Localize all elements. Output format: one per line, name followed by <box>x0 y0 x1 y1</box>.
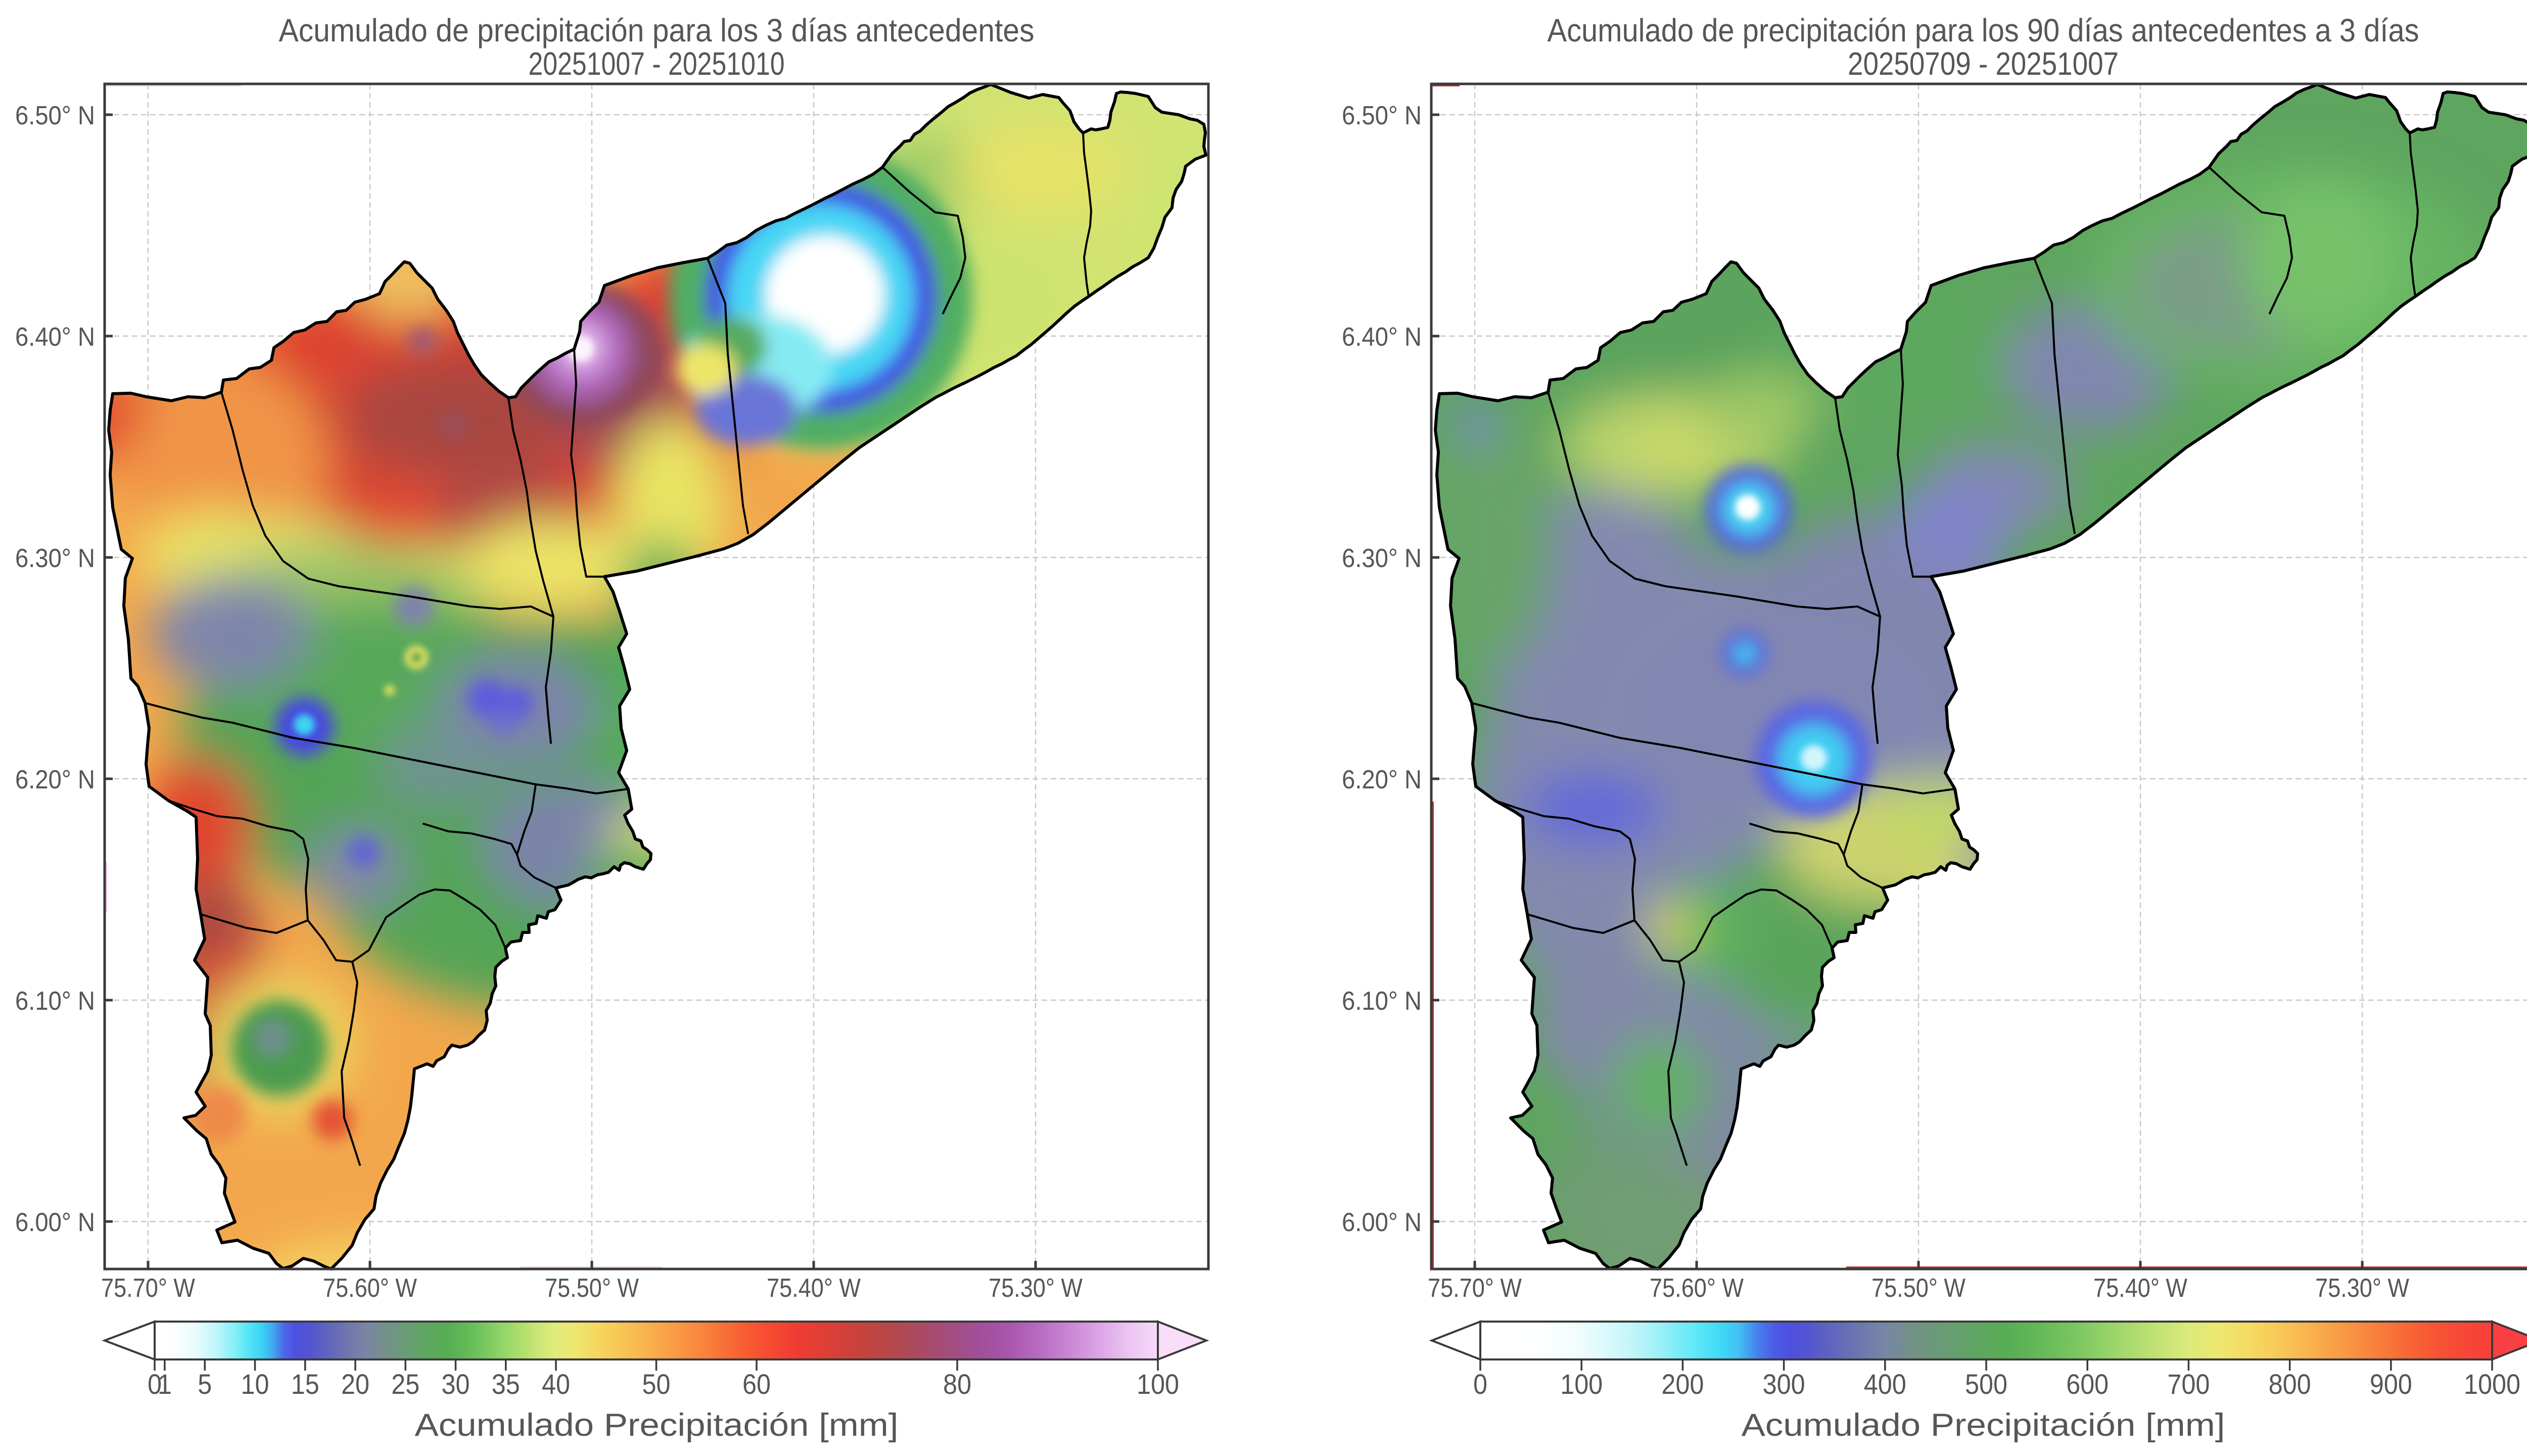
svg-text:6.50° N: 6.50° N <box>15 101 95 130</box>
svg-text:75.30° W: 75.30° W <box>989 1274 1083 1303</box>
svg-text:6.50° N: 6.50° N <box>1342 101 1422 130</box>
svg-text:6.30° N: 6.30° N <box>1342 544 1422 573</box>
svg-text:900: 900 <box>2370 1368 2412 1400</box>
svg-text:100: 100 <box>1560 1368 1603 1400</box>
svg-text:1000: 1000 <box>2464 1368 2520 1400</box>
svg-text:75.60° W: 75.60° W <box>323 1274 417 1303</box>
svg-text:800: 800 <box>2269 1368 2311 1400</box>
svg-text:Acumulado de precipitación par: Acumulado de precipitación para los 90 d… <box>1548 12 2419 49</box>
svg-text:6.00° N: 6.00° N <box>1342 1208 1422 1237</box>
svg-text:Acumulado Precipitación [mm]: Acumulado Precipitación [mm] <box>1742 1407 2225 1443</box>
svg-text:600: 600 <box>2066 1368 2109 1400</box>
svg-text:75.30° W: 75.30° W <box>2315 1274 2409 1303</box>
svg-text:15: 15 <box>291 1368 319 1400</box>
svg-text:40: 40 <box>542 1368 570 1400</box>
svg-text:6.10° N: 6.10° N <box>1342 987 1422 1016</box>
svg-text:20: 20 <box>341 1368 369 1400</box>
svg-text:75.50° W: 75.50° W <box>1871 1274 1966 1303</box>
svg-text:75.70° W: 75.70° W <box>101 1274 195 1303</box>
svg-text:Acumulado de precipitación par: Acumulado de precipitación para los 3 dí… <box>279 12 1035 49</box>
svg-text:20250709 - 20251007: 20250709 - 20251007 <box>1848 45 2119 82</box>
svg-text:75.40° W: 75.40° W <box>2093 1274 2187 1303</box>
svg-text:Acumulado Precipitación [mm]: Acumulado Precipitación [mm] <box>415 1407 899 1443</box>
svg-text:400: 400 <box>1864 1368 1906 1400</box>
svg-text:6.10° N: 6.10° N <box>15 987 95 1016</box>
svg-text:0: 0 <box>1473 1368 1487 1400</box>
svg-text:6.20° N: 6.20° N <box>15 765 95 794</box>
svg-text:6.30° N: 6.30° N <box>15 544 95 573</box>
svg-text:75.40° W: 75.40° W <box>767 1274 861 1303</box>
svg-text:75.60° W: 75.60° W <box>1650 1274 1744 1303</box>
svg-text:20251007 - 20251010: 20251007 - 20251010 <box>529 45 785 82</box>
svg-text:80: 80 <box>943 1368 971 1400</box>
svg-text:6.00° N: 6.00° N <box>15 1208 95 1237</box>
svg-text:50: 50 <box>642 1368 671 1400</box>
svg-text:5: 5 <box>198 1368 212 1400</box>
svg-text:75.50° W: 75.50° W <box>545 1274 639 1303</box>
svg-text:6.40° N: 6.40° N <box>15 322 95 352</box>
svg-text:100: 100 <box>1137 1368 1179 1400</box>
svg-text:300: 300 <box>1763 1368 1805 1400</box>
svg-text:25: 25 <box>391 1368 419 1400</box>
svg-text:200: 200 <box>1661 1368 1704 1400</box>
svg-text:6.40° N: 6.40° N <box>1342 322 1422 352</box>
svg-text:6.20° N: 6.20° N <box>1342 765 1422 794</box>
svg-text:30: 30 <box>442 1368 470 1400</box>
svg-text:500: 500 <box>1965 1368 2007 1400</box>
svg-text:1: 1 <box>158 1368 172 1400</box>
svg-text:10: 10 <box>241 1368 269 1400</box>
svg-text:35: 35 <box>492 1368 520 1400</box>
svg-text:60: 60 <box>742 1368 771 1400</box>
svg-text:0: 0 <box>148 1368 162 1400</box>
svg-text:700: 700 <box>2167 1368 2210 1400</box>
svg-text:75.70° W: 75.70° W <box>1428 1274 1522 1303</box>
